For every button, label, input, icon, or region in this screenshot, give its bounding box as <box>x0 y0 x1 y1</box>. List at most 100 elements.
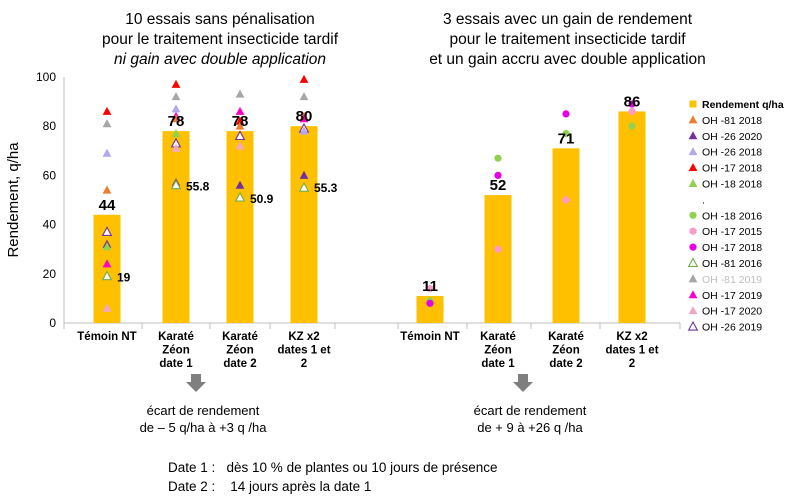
category-label: 2 <box>301 358 307 370</box>
legend-marker <box>688 131 698 140</box>
title-right: 3 essais avec un gain de rendement pour … <box>395 10 740 70</box>
legend-marker <box>689 227 697 235</box>
bar <box>552 148 580 323</box>
date-definitions: Date 1 : dès 10 % de plantes ou 10 jours… <box>168 458 497 496</box>
data-point <box>235 121 245 130</box>
note-right-line-1: écart de rendement <box>473 403 587 418</box>
legend-label: OH -17 2019 <box>702 290 762 302</box>
legend-label: OH -26 2019 <box>702 322 762 334</box>
data-point <box>171 128 181 138</box>
data-point <box>234 130 246 141</box>
data-point <box>426 299 434 307</box>
title-right-line-2: pour le traitement insecticide tardif <box>449 31 686 48</box>
bar-value-label: 80 <box>296 108 313 125</box>
bar-value-label: 78 <box>168 113 185 130</box>
category-label: date 1 <box>159 358 193 370</box>
legend-label: OH -26 2018 <box>702 147 762 159</box>
legend-label: OH -81 2016 <box>702 258 762 270</box>
title-right-line-1: 3 essais avec un gain de rendement <box>442 11 693 28</box>
y-tick-label: 20 <box>43 267 57 281</box>
data-point <box>299 126 309 135</box>
data-point <box>628 107 636 116</box>
bar-value-label: 44 <box>99 197 116 214</box>
legend-marker <box>688 274 698 283</box>
data-point <box>298 181 310 192</box>
legend-marker <box>688 290 698 299</box>
data-point <box>102 185 112 194</box>
legend-marker <box>689 243 697 251</box>
date-2-definition: Date 2 : 14 jours après la date 1 <box>168 479 372 494</box>
note-left-line-1: écart de rendement <box>146 403 260 418</box>
data-point <box>102 106 112 115</box>
legend-marker <box>688 147 698 156</box>
y-axis-label: Rendement, q/ha <box>5 142 22 258</box>
y-tick-label: 40 <box>43 218 57 232</box>
data-point <box>102 148 112 157</box>
data-point <box>235 141 245 150</box>
data-point <box>299 92 309 101</box>
min-value-label: 55.8 <box>186 180 210 194</box>
data-point <box>299 114 309 123</box>
category-label: Karaté <box>158 331 194 343</box>
category-label: Zéon <box>552 345 579 357</box>
bar-value-label: 71 <box>558 130 575 147</box>
category-label: Zéon <box>484 345 511 357</box>
legend-marker <box>688 306 698 315</box>
legend-label: OH -17 2018 <box>702 242 762 254</box>
category-label: Karaté <box>548 331 584 343</box>
bar-value-label: 78 <box>232 113 249 130</box>
note-right: écart de rendement de + 9 à +26 q /ha <box>430 402 630 436</box>
category-label: KZ x2 <box>288 331 319 343</box>
category-label: KZ x2 <box>616 331 647 343</box>
legend-label: OH -17 2020 <box>702 306 762 318</box>
category-label: dates 1 et <box>605 345 658 357</box>
data-point <box>171 143 181 152</box>
title-left-line-1: 10 essais sans pénalisation <box>125 11 315 28</box>
legend-label: OH -17 2018 <box>702 163 762 175</box>
data-point <box>235 106 245 115</box>
y-tick-label: 80 <box>43 119 57 133</box>
note-left-line-2: de – 5 q/ha à +3 q /ha <box>139 420 267 435</box>
data-point <box>299 74 309 83</box>
category-label: Témoin NT <box>400 331 459 343</box>
y-tick-label: 100 <box>36 70 56 84</box>
bar <box>484 195 512 323</box>
down-arrow-icon <box>513 374 533 392</box>
data-point <box>170 179 182 190</box>
min-value-label: 55.3 <box>314 181 338 195</box>
legend-label: Rendement q/ha <box>702 99 784 111</box>
data-point <box>235 89 245 98</box>
bar <box>162 131 190 323</box>
data-point <box>171 114 181 123</box>
data-point <box>562 196 570 204</box>
bar-value-label: 86 <box>624 93 641 110</box>
y-tick-label: 0 <box>49 316 56 330</box>
date-1-definition: Date 1 : dès 10 % de plantes ou 10 jours… <box>168 460 498 475</box>
data-point <box>494 154 502 162</box>
legend-marker <box>689 211 697 219</box>
bar <box>618 111 646 323</box>
data-point <box>562 110 570 118</box>
bar-value-label: 11 <box>422 278 438 295</box>
legend-label: OH -81 2019 <box>702 274 762 286</box>
bar <box>290 126 318 323</box>
legend-marker <box>687 320 699 331</box>
category-label: Zéon <box>162 345 189 357</box>
legend-label: . <box>702 194 705 206</box>
category-label: 2 <box>629 358 635 370</box>
legend-marker <box>688 178 698 187</box>
bar <box>226 131 254 323</box>
data-point <box>102 242 112 251</box>
category-label: date 2 <box>549 358 582 370</box>
title-left-line-3: ni gain avec double application <box>114 51 326 68</box>
legend-marker <box>687 257 699 267</box>
category-label: date 2 <box>223 358 256 370</box>
data-point <box>102 303 112 312</box>
category-label: Zéon <box>226 345 253 357</box>
legend-label: OH -18 2018 <box>702 179 762 191</box>
legend-label: OH -26 2020 <box>702 131 762 143</box>
data-point <box>494 245 502 253</box>
data-point <box>628 122 636 130</box>
data-point <box>299 170 309 179</box>
